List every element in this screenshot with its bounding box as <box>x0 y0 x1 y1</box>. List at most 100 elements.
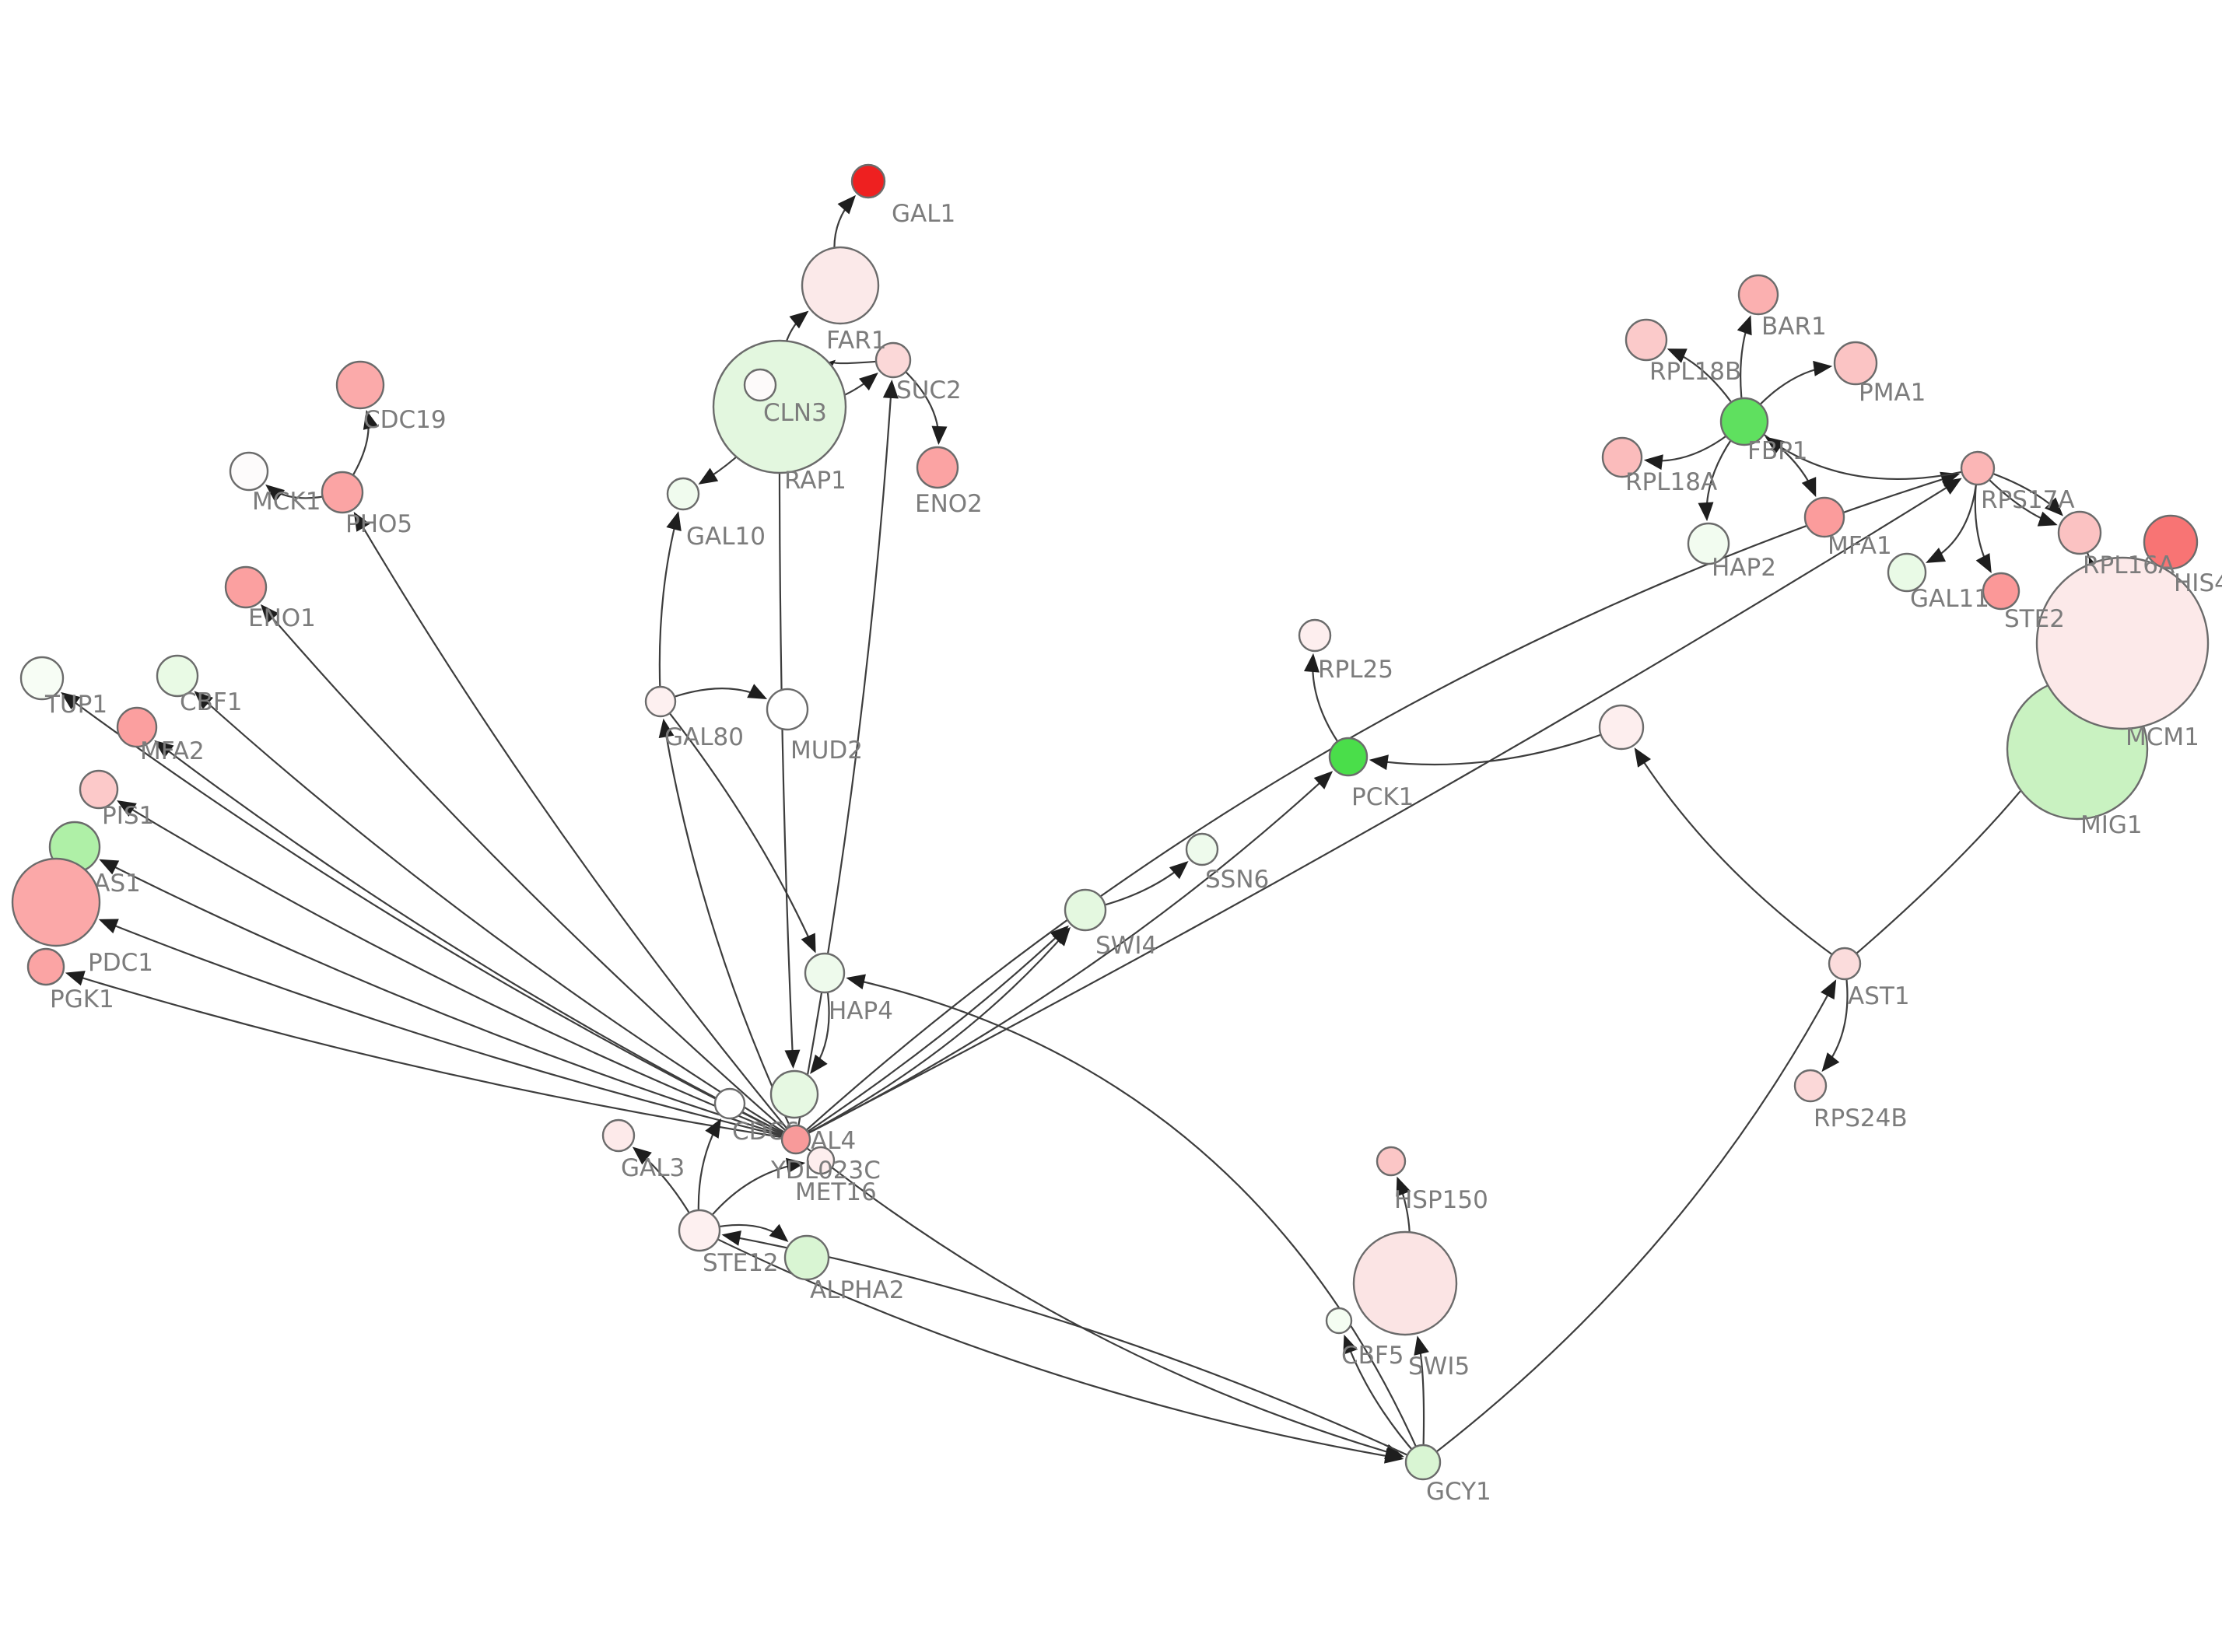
node-label-gal11: GAL11 <box>1910 585 1989 613</box>
node-label-hap2: HAP2 <box>1712 554 1776 582</box>
node-rpl18b[interactable] <box>1624 318 1668 362</box>
node-ste2[interactable] <box>1982 572 2020 611</box>
node-mfa1[interactable] <box>1803 496 1845 538</box>
edge-FBP1-PMA1 <box>1751 360 1833 414</box>
node-cln3[interactable] <box>743 368 777 402</box>
node-label-hsp150: HSP150 <box>1394 1186 1488 1214</box>
edge-GAL4-RPS17A <box>801 478 1962 1137</box>
edge-RPS17A-FBP1 <box>1765 436 1971 480</box>
node-mfa2[interactable] <box>116 706 158 748</box>
node-label-mig1: MIG1 <box>2080 811 2143 839</box>
node-ydl023c[interactable] <box>806 1146 836 1175</box>
node-label-rpl25: RPL25 <box>1318 656 1393 684</box>
node-gal11[interactable] <box>1887 552 1927 593</box>
node-unlabeled_pink[interactable] <box>1598 704 1645 751</box>
node-ssn6[interactable] <box>1185 832 1219 866</box>
node-pdc1[interactable] <box>11 857 101 947</box>
node-his4[interactable] <box>2143 514 2199 570</box>
edge-HAP4-UNLABELED_GREEN <box>810 982 830 1074</box>
node-gal1[interactable] <box>850 163 886 199</box>
node-cbf1[interactable] <box>156 654 199 698</box>
node-label-cbf1: CBF1 <box>180 688 242 716</box>
nodes-layer <box>11 163 2210 1481</box>
edge-GAL4-GAL80 <box>658 718 794 1134</box>
node-gal80[interactable] <box>644 685 677 718</box>
node-eno2[interactable] <box>916 446 959 489</box>
edge-RAP1-UNLABELED_GREEN <box>778 439 801 1069</box>
edge-GAL4-RAS1 <box>99 859 790 1139</box>
node-label-cln3: CLN3 <box>763 399 827 427</box>
node-label-cdc19: CDC19 <box>363 406 447 434</box>
node-pis1[interactable] <box>79 769 119 810</box>
node-label-rps24b: RPS24B <box>1814 1104 1908 1132</box>
node-label-pgk1: PGK1 <box>50 985 114 1013</box>
edge-GCY1-SWI5 <box>1414 1335 1429 1454</box>
node-alpha2[interactable] <box>783 1234 830 1281</box>
node-label-tup1: TUP1 <box>44 691 107 719</box>
node-pma1[interactable] <box>1833 341 1878 386</box>
edge-GAL4-PGK1 <box>65 971 790 1139</box>
node-cdc19[interactable] <box>335 360 385 410</box>
node-gal10[interactable] <box>666 477 700 511</box>
node-pck1[interactable] <box>1328 737 1369 777</box>
node-far1[interactable] <box>801 246 880 325</box>
node-ast1[interactable] <box>1828 947 1862 981</box>
node-label-gcy1: GCY1 <box>1426 1478 1491 1506</box>
node-label-mck1: MCK1 <box>252 488 321 516</box>
edge-SWI4-SSN6 <box>1095 861 1189 908</box>
node-label-rps17a: RPS17A <box>1981 486 2075 514</box>
node-rpl18a[interactable] <box>1601 436 1643 478</box>
node-swi4[interactable] <box>1064 888 1107 932</box>
edge-GAL4-GCY1 <box>801 1143 1404 1460</box>
node-eno1[interactable] <box>224 565 268 609</box>
node-unlabeled_green[interactable] <box>769 1069 819 1119</box>
node-rpl16a[interactable] <box>2057 510 2102 555</box>
node-mcm1[interactable] <box>2035 556 2210 730</box>
node-rps17a[interactable] <box>1960 450 1996 486</box>
node-rps24b[interactable] <box>1793 1069 1828 1103</box>
node-tup1[interactable] <box>19 656 65 701</box>
node-hap2[interactable] <box>1687 522 1730 565</box>
node-ste12[interactable] <box>678 1209 721 1252</box>
node-cbf5[interactable] <box>1325 1307 1353 1335</box>
node-rpl25[interactable] <box>1298 618 1332 653</box>
extra-label-0: MET16 <box>795 1178 877 1206</box>
node-label-rpl18b: RPL18B <box>1649 358 1741 386</box>
edge-RPS17A-STE2 <box>1974 476 1992 574</box>
edge-AST1-UNLABELED_PINK <box>1634 747 1839 961</box>
edge-STE12-YDL023C <box>705 1157 806 1223</box>
node-rap1[interactable] <box>712 339 847 474</box>
node-label-ste12: STE12 <box>703 1249 779 1277</box>
node-label-mfa2: MFA2 <box>140 737 205 765</box>
node-suc2[interactable] <box>874 341 912 379</box>
node-pgk1[interactable] <box>26 947 65 986</box>
node-mck1[interactable] <box>229 451 269 492</box>
node-label-mcm1: MCM1 <box>2126 723 2199 751</box>
node-label-gal80: GAL80 <box>664 723 744 751</box>
edge-GAL4-MFA2 <box>154 740 790 1137</box>
edge-GAL4-CBF1 <box>194 691 790 1137</box>
node-cdc6[interactable] <box>713 1087 746 1120</box>
node-label-gal10: GAL10 <box>686 523 766 551</box>
node-hsp150[interactable] <box>1376 1146 1407 1177</box>
node-label-bar1: BAR1 <box>1761 313 1827 341</box>
node-label-cbf5: CBF5 <box>1341 1342 1404 1370</box>
node-swi5[interactable] <box>1352 1230 1458 1336</box>
node-fbp1[interactable] <box>1719 397 1769 446</box>
node-label-rpl16a: RPL16A <box>2083 551 2175 579</box>
node-pho5[interactable] <box>321 471 364 514</box>
edges-layer <box>61 194 2104 1464</box>
node-label-fbp1: FBP1 <box>1747 437 1808 465</box>
edge-RPS17A-GAL11 <box>1926 476 1978 563</box>
node-label-mud2: MUD2 <box>790 737 863 765</box>
node-mud2[interactable] <box>766 688 809 731</box>
node-gcy1[interactable] <box>1404 1444 1442 1481</box>
node-label-eno1: ENO1 <box>248 604 316 632</box>
node-label-eno2: ENO2 <box>915 490 983 518</box>
node-bar1[interactable] <box>1737 274 1779 316</box>
node-gal4[interactable] <box>780 1124 811 1155</box>
node-hap4[interactable] <box>804 952 846 994</box>
node-gal3[interactable] <box>601 1118 636 1153</box>
